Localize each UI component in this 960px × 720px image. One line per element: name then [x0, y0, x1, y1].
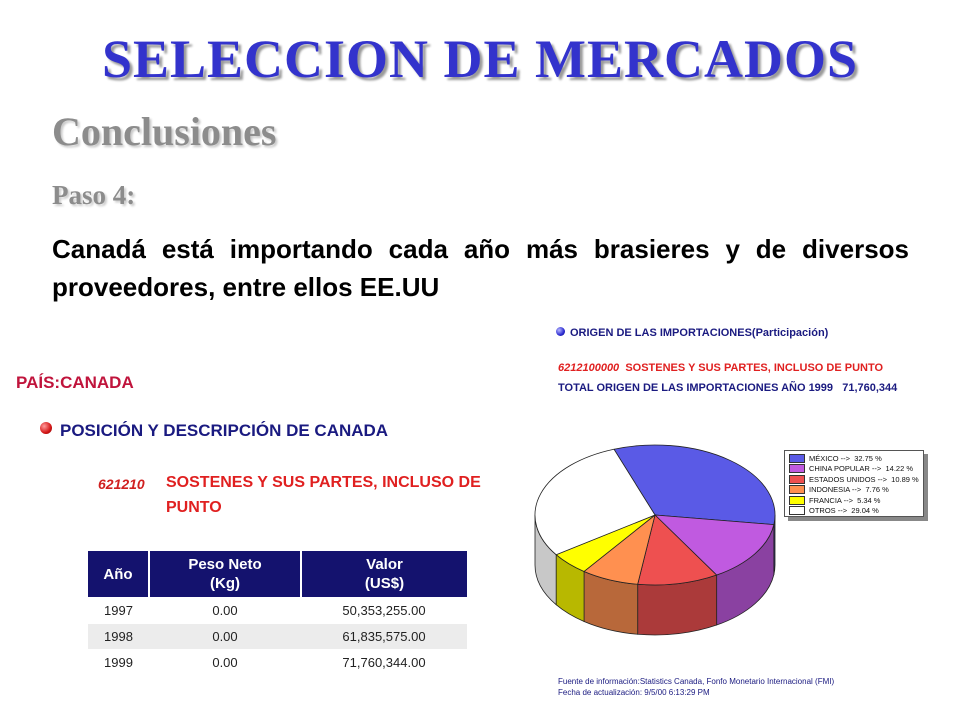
legend-label: OTROS --> 29.04 %: [809, 506, 879, 516]
pie-slice: [653, 514, 775, 576]
chart-legend: MÉXICO --> 32.75 % CHINA POPULAR --> 14.2…: [784, 450, 924, 517]
col-header-value-line2: (US$): [364, 575, 405, 592]
table-cell: 1997: [88, 597, 149, 624]
legend-swatch: [789, 506, 805, 516]
legend-item: FRANCIA --> 5.34 %: [785, 495, 923, 506]
pie-slice: [637, 514, 718, 586]
table-cell: 0.00: [149, 649, 301, 675]
legend-label: FRANCIA --> 5.34 %: [809, 495, 881, 505]
imports-pie-chart: [534, 444, 776, 636]
table-cell: 61,835,575.00: [301, 623, 467, 650]
imports-total-value: 71,760,344: [842, 382, 898, 394]
step-label: Paso 4:: [52, 180, 136, 210]
legend-swatch: [789, 474, 805, 484]
imports-total: TOTAL ORIGEN DE LAS IMPORTACIONES AÑO 19…: [558, 382, 897, 394]
legend-label: MÉXICO --> 32.75 %: [809, 453, 882, 463]
slide-subtitle: Conclusiones: [52, 109, 277, 154]
imports-origin-title: ORIGEN DE LAS IMPORTACIONES(Participació…: [570, 327, 829, 339]
legend-label: ESTADOS UNIDOS --> 10.89 %: [809, 474, 919, 484]
col-header-value-line1: Valor: [366, 556, 403, 573]
legend-swatch: [789, 485, 805, 495]
table-cell: 50,353,255.00: [301, 597, 467, 624]
legend-label: INDONESIA --> 7.76 %: [809, 485, 889, 495]
col-header-value: Valor (US$): [301, 551, 467, 598]
blue-bullet-icon: [556, 327, 565, 336]
table-cell: 0.00: [149, 597, 301, 624]
imports-position-desc: SOSTENES Y SUS PARTES, INCLUSO DE PUNTO: [625, 362, 884, 374]
pie-slice: [534, 448, 656, 556]
pie-slice: [613, 444, 776, 526]
body-text: Canadá está importando cada año más bras…: [52, 234, 909, 302]
imports-table: Año Peso Neto (Kg) Valor (US$) 1997 0.00…: [88, 551, 467, 675]
tariff-code: 621210: [98, 476, 145, 492]
legend-item: MÉXICO --> 32.75 %: [785, 453, 923, 464]
table-cell: 1999: [88, 649, 149, 675]
legend-label: CHINA POPULAR --> 14.22 %: [809, 464, 913, 474]
table-cell: 0.00: [149, 623, 301, 650]
source-line: Fuente de información:Statistics Canada,…: [558, 677, 835, 686]
table-row: 1999 0.00 71,760,344.00: [88, 649, 467, 675]
col-header-weight: Peso Neto (Kg): [149, 551, 302, 598]
table-row: 1997 0.00 50,353,255.00: [88, 597, 467, 624]
imports-position-code: 6212100000: [558, 362, 620, 374]
legend-item: INDONESIA --> 7.76 %: [785, 485, 923, 496]
legend-item: OTROS --> 29.04 %: [785, 506, 923, 517]
legend-item: CHINA POPULAR --> 14.22 %: [785, 464, 923, 475]
tariff-description: SOSTENES Y SUS PARTES, INCLUSO DE PUNTO: [166, 474, 481, 516]
col-header-weight-line1: Peso Neto: [188, 556, 262, 573]
col-header-weight-line2: (Kg): [210, 575, 240, 592]
update-date: Fecha de actualización: 9/5/00 6:13:29 P…: [558, 688, 710, 697]
table-cell: 1998: [88, 623, 149, 650]
legend-swatch: [789, 453, 805, 463]
legend-item: ESTADOS UNIDOS --> 10.89 %: [785, 474, 923, 485]
imports-total-label: TOTAL ORIGEN DE LAS IMPORTACIONES AÑO 19…: [558, 382, 834, 394]
source-note: Fuente de información:Statistics Canada,…: [558, 676, 834, 698]
table-row: 1998 0.00 61,835,575.00: [88, 623, 467, 650]
col-header-year-line1: Año: [103, 565, 133, 583]
col-header-year: Año: [88, 551, 150, 598]
table-cell: 71,760,344.00: [301, 649, 467, 675]
country-label: PAÍS:CANADA: [16, 373, 134, 392]
red-bullet-icon: [40, 422, 52, 434]
legend-swatch: [789, 495, 805, 505]
position-label: POSICIÓN Y DESCRIPCIÓN DE CANADA: [60, 421, 389, 440]
slide-title: SELECCION DE MERCADOS: [101, 29, 859, 89]
legend-swatch: [789, 464, 805, 474]
imports-position: 6212100000 SOSTENES Y SUS PARTES, INCLUS…: [558, 362, 883, 374]
